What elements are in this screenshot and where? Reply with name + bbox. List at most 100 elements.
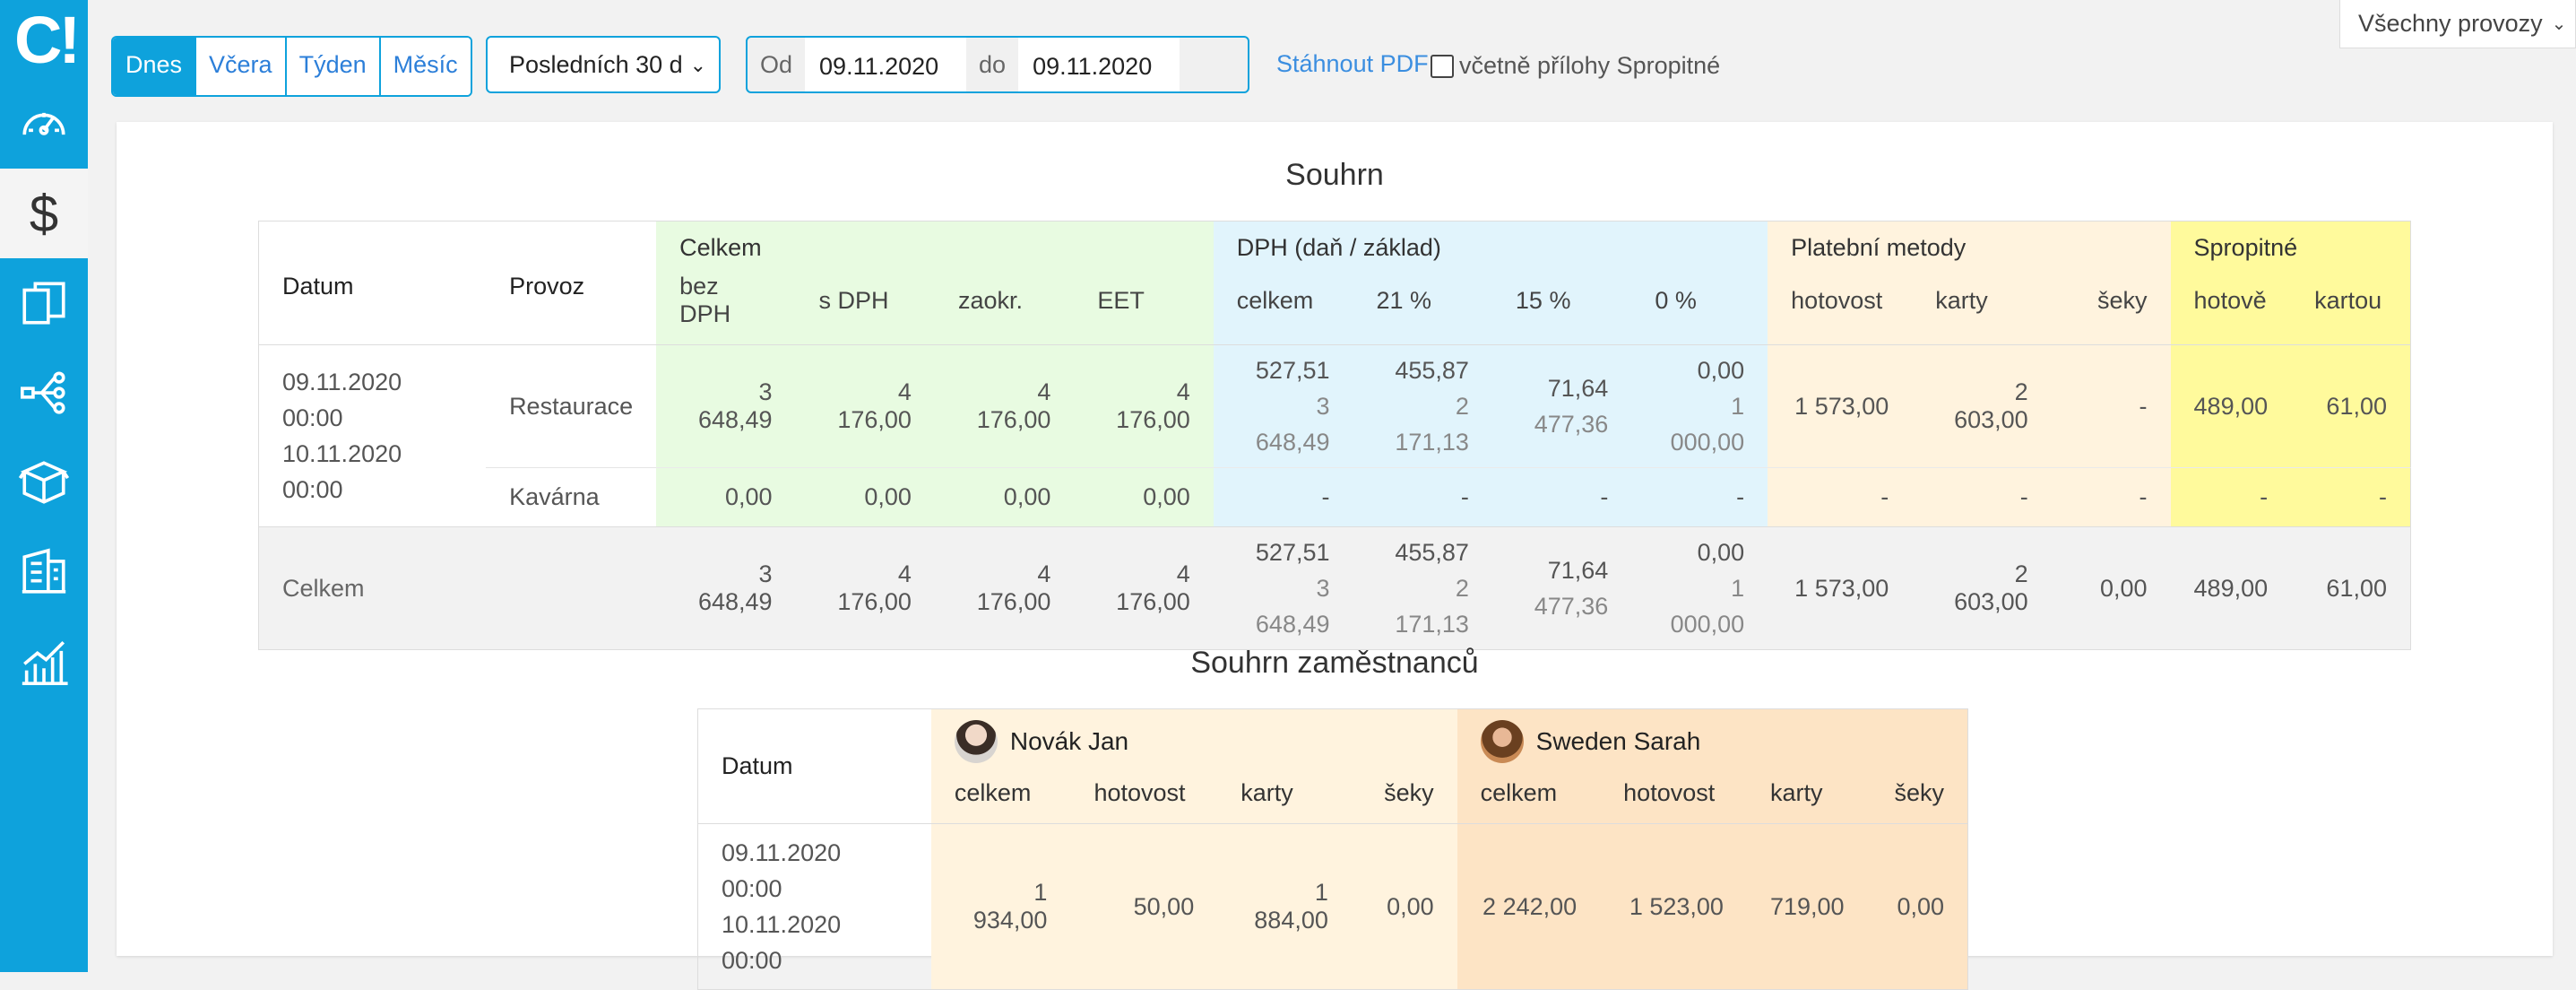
tax-amount: 71,64: [1547, 557, 1609, 584]
total-seky: 0,00: [2099, 574, 2148, 602]
cell-tip-hotove: -: [2170, 467, 2292, 527]
col-tip-kartou: kartou: [2291, 267, 2411, 345]
cell-seky: -: [2051, 344, 2171, 468]
total-hotovost: 1 573,00: [1794, 574, 1889, 602]
tip-attachment-label: včetně přílohy Spropitné: [1459, 52, 1721, 79]
date-from: 09.11.2020 00:00: [722, 839, 842, 902]
download-pdf-link[interactable]: Stáhnout PDF: [1276, 50, 1429, 77]
cell-hotovost: 1 573,00: [1768, 344, 1913, 468]
cell-seky: 0,00: [1867, 823, 1968, 990]
col-hotovost: hotovost: [1768, 267, 1913, 345]
tax-amount: 0,00: [1697, 539, 1745, 566]
total-dph15: 71,64 477,36: [1492, 527, 1631, 650]
range-select[interactable]: Posledních 30 d ⌄: [486, 36, 721, 93]
boxes-icon: [18, 461, 70, 504]
tax-amount: 527,51: [1255, 357, 1330, 384]
date-from: 09.11.2020 00:00: [282, 369, 402, 431]
col-datum: Datum: [722, 752, 793, 779]
cell-celkem: 2 242,00: [1457, 823, 1601, 990]
col-dph-celkem: celkem: [1213, 267, 1353, 345]
sidebar-item-network[interactable]: [0, 348, 88, 438]
sidebar-item-dashboard[interactable]: [0, 79, 88, 169]
col-celkem: celkem: [1457, 767, 1601, 824]
sidebar-item-products[interactable]: [0, 438, 88, 527]
col-karty: karty: [1912, 267, 2052, 345]
group-dph: DPH (daň / základ): [1213, 221, 1768, 267]
from-label: Od: [760, 50, 793, 78]
date-to: 10.11.2020 00:00: [722, 911, 842, 974]
sidebar-item-sales[interactable]: $: [0, 169, 88, 258]
cell-dph-celkem: 527,51 3 648,49: [1213, 344, 1353, 468]
cell-hotovost: 50,00: [1070, 823, 1218, 990]
tip-attachment-checkbox-row: včetně přílohy Spropitné: [1431, 52, 1720, 80]
col-seky: šeky: [1867, 767, 1968, 824]
sidebar-item-statistics[interactable]: [0, 617, 88, 707]
sidebar-item-documents[interactable]: [0, 258, 88, 348]
col-datum: Datum: [282, 273, 354, 300]
avatar: [954, 720, 998, 763]
period-week-button[interactable]: Týden: [284, 38, 379, 95]
summary-table: Datum Provoz Celkem DPH (daň / základ) P…: [258, 221, 2411, 650]
col-dph15: 15 %: [1491, 267, 1632, 345]
total-tip-kartou: 61,00: [2326, 574, 2387, 602]
cell-hotovost: 1 523,00: [1600, 823, 1747, 990]
tip-attachment-checkbox[interactable]: [1431, 54, 1454, 78]
employee-name: Novák Jan: [1009, 727, 1129, 755]
total-row: Celkem 3 648,49 4 176,00 4 176,00 4 176,…: [258, 526, 2411, 650]
cell-seky: -: [2051, 467, 2171, 527]
period-yesterday-button[interactable]: Včera: [194, 38, 285, 95]
cell-dph21: -: [1353, 467, 1492, 527]
date-range-cell: 09.11.2020 00:00 10.11.2020 00:00: [259, 345, 487, 527]
col-zaokr: zaokr.: [934, 267, 1075, 345]
provoz-name: Restaurace: [486, 344, 657, 468]
from-date-input[interactable]: 09.11.2020: [805, 38, 967, 91]
to-date-input[interactable]: 09.11.2020: [1018, 38, 1180, 91]
employee-header: Sweden Sarah: [1457, 708, 1968, 767]
tax-base: 2 171,13: [1395, 575, 1469, 638]
total-dph21: 455,87 2 171,13: [1353, 527, 1492, 650]
sidebar-item-warehouse[interactable]: [0, 527, 88, 617]
col-provoz: Provoz: [509, 273, 585, 300]
provoz-name: Kavárna: [509, 483, 600, 510]
date-range-cell: 09.11.2020 00:00 10.11.2020 00:00: [698, 824, 931, 990]
provoz-select-value: Všechny provozy: [2358, 10, 2543, 37]
cell-eet: 4 176,00: [1074, 344, 1214, 468]
cell-karty: 719,00: [1746, 823, 1868, 990]
range-select-value: Posledních 30 d: [509, 50, 683, 78]
cell-s-dph: 0,00: [795, 467, 935, 527]
cell-dph15: -: [1491, 467, 1632, 527]
cell-karty: -: [1912, 467, 2052, 527]
col-seky: šeky: [1351, 767, 1457, 824]
employee-name: Sweden Sarah: [1535, 727, 1701, 755]
cell-karty: 1 884,00: [1217, 823, 1352, 990]
cell-dph0: -: [1631, 467, 1768, 527]
cell-celkem: 1 934,00: [930, 823, 1071, 990]
employees-title: Souhrn zaměstnanců: [1190, 646, 1479, 680]
total-tip-hotove: 489,00: [2193, 574, 2269, 602]
summary-card: Souhrn Datum Provoz Celkem DPH (daň / zá…: [117, 122, 2553, 990]
group-platebni: Platební metody: [1768, 221, 2171, 267]
cell-dph15: 71,64 477,36: [1491, 344, 1632, 468]
period-month-button[interactable]: Měsíc: [378, 38, 471, 95]
col-dph21: 21 %: [1353, 267, 1492, 345]
total-dph0: 0,00 1 000,00: [1631, 527, 1768, 650]
provoz-select[interactable]: Všechny provozy ⌄: [2339, 0, 2576, 48]
total-dph-celkem: 527,51 3 648,49: [1214, 527, 1353, 650]
cell-tip-kartou: -: [2291, 467, 2411, 527]
col-seky: šeky: [2051, 267, 2171, 345]
chevron-down-icon: ⌄: [2551, 14, 2567, 34]
period-today-button[interactable]: Dnes: [113, 38, 195, 95]
total-bez-dph: 3 648,49: [697, 560, 773, 615]
col-s-dph: s DPH: [795, 267, 935, 345]
cell-zaokr: 0,00: [934, 467, 1075, 527]
to-label: do: [979, 50, 1007, 78]
tax-base: 3 648,49: [1255, 575, 1330, 638]
cell-dph0: 0,00 1 000,00: [1631, 344, 1768, 468]
total-eet: 4 176,00: [1116, 560, 1190, 615]
col-eet: EET: [1074, 267, 1214, 345]
sidebar: C! $: [0, 0, 88, 972]
employees-table: Datum Novák Jan Sweden Sarah celkem hoto…: [697, 708, 1968, 990]
app-logo: C!: [14, 2, 81, 77]
tax-amount: 0,00: [1697, 357, 1745, 384]
tax-base: 1 000,00: [1670, 393, 1745, 456]
